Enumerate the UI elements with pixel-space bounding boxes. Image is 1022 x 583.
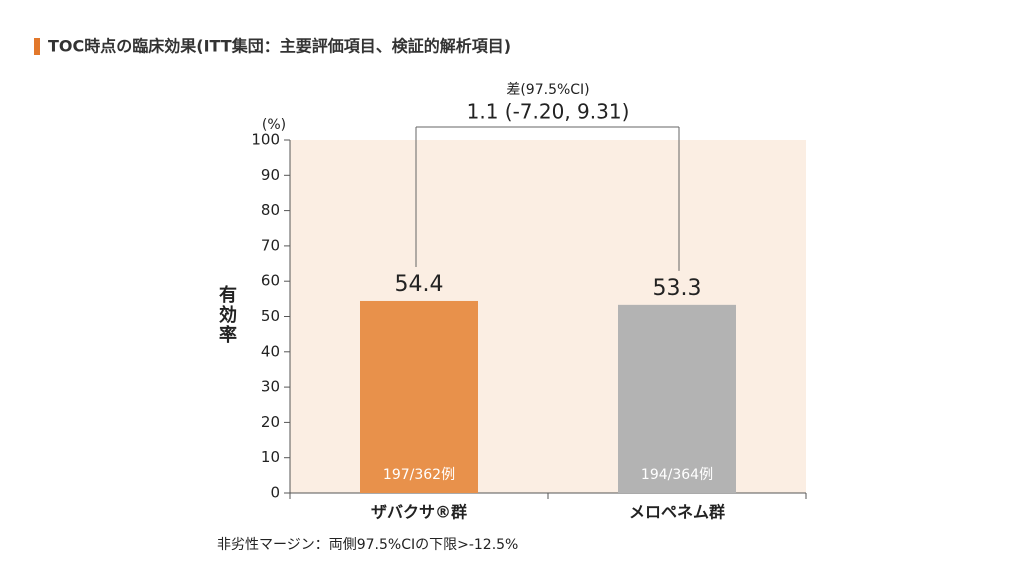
y-tick-label: 50 bbox=[261, 307, 280, 325]
y-tick-label: 40 bbox=[261, 342, 280, 360]
bar-annotation: 194/364例 bbox=[641, 467, 713, 483]
data-label: 54.4 bbox=[395, 272, 444, 297]
y-tick-label: 20 bbox=[261, 413, 280, 431]
y-unit: (%) bbox=[262, 117, 286, 133]
y-tick-label: 100 bbox=[251, 131, 280, 149]
bar-annotation: 197/362例 bbox=[383, 467, 455, 483]
bar bbox=[618, 304, 736, 493]
bar bbox=[360, 300, 478, 493]
y-tick-label: 60 bbox=[261, 272, 280, 290]
y-tick-label: 0 bbox=[270, 484, 280, 502]
x-tick-label: メロペネム群 bbox=[629, 503, 725, 522]
title-marker bbox=[34, 38, 40, 55]
data-label: 53.3 bbox=[653, 276, 702, 301]
chart-title: TOC時点の臨床効果(ITT集団：主要評価項目、検証的解析項目) bbox=[48, 37, 511, 56]
x-tick-label: ザバクサ®群 bbox=[371, 503, 467, 522]
comparison-text: 1.1 (-7.20, 9.31) bbox=[467, 100, 630, 124]
y-tick-label: 10 bbox=[261, 448, 280, 466]
y-axis-label: 有効率 bbox=[216, 284, 237, 345]
comparison-label: 差(97.5%CI) bbox=[506, 82, 589, 98]
y-tick-label: 70 bbox=[261, 236, 280, 254]
y-tick-label: 90 bbox=[261, 166, 280, 184]
footnote: 非劣性マージン：両側97.5%CIの下限>-12.5% bbox=[217, 537, 518, 553]
y-tick-label: 80 bbox=[261, 201, 280, 219]
y-tick-label: 30 bbox=[261, 378, 280, 396]
